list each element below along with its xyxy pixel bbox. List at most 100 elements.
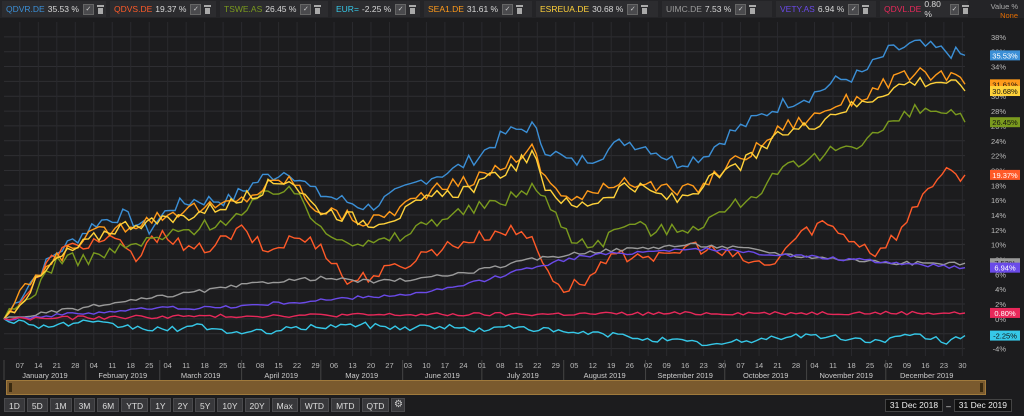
gear-icon[interactable]: ⚙ [391,398,406,412]
trash-icon[interactable] [516,4,524,14]
date-from[interactable]: 31 Dec 2018 [884,399,944,412]
x-tick-label: 12 [589,361,597,370]
y-tick-label: 24% [991,137,1006,146]
chevron-down-icon[interactable]: ✓ [300,3,312,15]
date-range[interactable]: 31 Dec 2018 – 31 Dec 2019 [884,399,1012,412]
x-tick-label: 06 [330,361,338,370]
period-buttons: 1D 5D 1M 3M 6M YTD 1Y 2Y 5Y 10Y 20Y Max WTD MTD QTD ⚙ [4,398,406,412]
trash-icon[interactable] [641,4,649,14]
period-button-1m[interactable]: 1M [49,398,72,412]
legend-name: SEA1.DE [428,4,464,14]
x-tick-label: 30 [958,361,966,370]
legend-name: UIMC.DE [666,4,702,14]
month-label: June 2019 [425,371,460,380]
x-tick-label: 15 [515,361,523,370]
price-chart[interactable]: -4%-2%0%2%4%6%8%10%12%14%16%18%20%22%24%… [0,18,1024,380]
chevron-down-icon[interactable]: ✓ [949,3,960,15]
x-tick-label: 21 [773,361,781,370]
y-tick-label: 30% [991,92,1006,101]
legend-item-esreua-de[interactable]: ESREUA.DE 30.68 % ✓ [536,1,658,17]
x-tick-label: 08 [496,361,504,370]
end-label: 35.53% [992,51,1018,60]
date-to[interactable]: 31 Dec 2019 [953,399,1012,412]
legend-item-sea1-de[interactable]: SEA1.DE 31.61 % ✓ [424,1,532,17]
y-tick-label: 2% [995,300,1006,309]
month-label: October 2019 [743,371,788,380]
y-tick-label: 10% [991,241,1006,250]
y-tick-label: 14% [991,211,1006,220]
period-button-2y[interactable]: 2Y [172,398,193,412]
month-label: April 2019 [264,371,298,380]
legend-name: QDVS.DE [114,4,153,14]
period-button-10y[interactable]: 10Y [217,398,243,412]
trash-icon[interactable] [96,4,104,14]
period-button-max[interactable]: Max [271,398,298,412]
value-header: Value % None [991,2,1018,20]
period-button-3m[interactable]: 3M [73,398,96,412]
x-tick-label: 13 [348,361,356,370]
legend-item-qdvl-de[interactable]: QDVL.DE 0.80 % ✓ [880,0,969,19]
month-label: March 2019 [181,371,221,380]
end-label: 0.80% [994,309,1016,318]
chevron-down-icon[interactable]: ✓ [82,3,94,15]
timeline-scrollbar[interactable] [6,380,986,395]
x-tick-label: 11 [108,361,116,370]
legend-percent: 30.68 % [592,4,624,14]
trash-icon[interactable] [962,4,969,14]
scroll-handle-left[interactable] [9,383,12,392]
series-line-qdvr-de [3,39,966,320]
legend-item-qdvr-de[interactable]: QDVR.DE 35.53 % ✓ [2,1,106,17]
value-header-mode[interactable]: None [1000,11,1018,20]
period-button-1d[interactable]: 1D [4,398,25,412]
chevron-down-icon[interactable]: ✓ [735,3,747,15]
legend-percent: 26.45 % [265,4,297,14]
period-button-20y[interactable]: 20Y [244,398,270,412]
legend-name: TSWE.AS [224,4,263,14]
x-tick-label: 22 [533,361,541,370]
end-label-box [990,169,1020,180]
period-button-1y[interactable]: 1Y [150,398,171,412]
x-tick-label: 11 [182,361,190,370]
period-button-wtd[interactable]: WTD [299,398,330,412]
legend-item-vety-as[interactable]: VETY.AS 6.94 % ✓ [776,1,876,17]
month-label: December 2019 [900,371,953,380]
x-tick-label: 09 [903,361,911,370]
period-button-mtd[interactable]: MTD [331,398,360,412]
month-label: January 2019 [22,371,67,380]
legend-percent: 0.80 % [924,0,941,19]
chevron-down-icon[interactable]: ✓ [395,3,407,15]
chevron-down-icon[interactable]: ✓ [627,3,639,15]
chevron-down-icon[interactable]: ✓ [502,3,514,15]
chevron-down-icon[interactable]: ✓ [190,3,202,15]
period-button-5d[interactable]: 5D [26,398,48,412]
legend-item-tswe-as[interactable]: TSWE.AS 26.45 % ✓ [220,1,328,17]
end-label: 19.37% [992,171,1018,180]
trash-icon[interactable] [409,4,417,14]
scroll-handle-right[interactable] [980,383,983,392]
legend-item-qdvs-de[interactable]: QDVS.DE 19.37 % ✓ [110,1,216,17]
x-tick-label: 14 [755,361,763,370]
end-label-box [990,86,1020,97]
x-tick-label: 02 [644,361,652,370]
trash-icon[interactable] [749,4,757,14]
legend-percent: 19.37 % [155,4,187,14]
end-label: 31.61% [992,80,1018,89]
period-button-5y[interactable]: 5Y [195,398,216,412]
y-tick-label: 22% [991,152,1006,161]
x-tick-label: 05 [570,361,578,370]
trash-icon[interactable] [204,4,212,14]
x-tick-label: 04 [164,361,172,370]
x-tick-label: 18 [127,361,135,370]
x-tick-label: 25 [866,361,874,370]
legend-item-uimc-de[interactable]: UIMC.DE 7.53 % ✓ [662,1,772,17]
period-button-ytd[interactable]: YTD [121,398,149,412]
chevron-down-icon[interactable]: ✓ [848,3,860,15]
legend-name: ESREUA.DE [540,4,590,14]
period-button-6m[interactable]: 6M [97,398,120,412]
period-button-qtd[interactable]: QTD [361,398,390,412]
x-tick-label: 17 [441,361,449,370]
legend-item-eur-[interactable]: EUR= -2.25 % ✓ [332,1,420,17]
trash-icon[interactable] [862,4,870,14]
legend-name: QDVL.DE [884,4,922,14]
trash-icon[interactable] [314,4,322,14]
